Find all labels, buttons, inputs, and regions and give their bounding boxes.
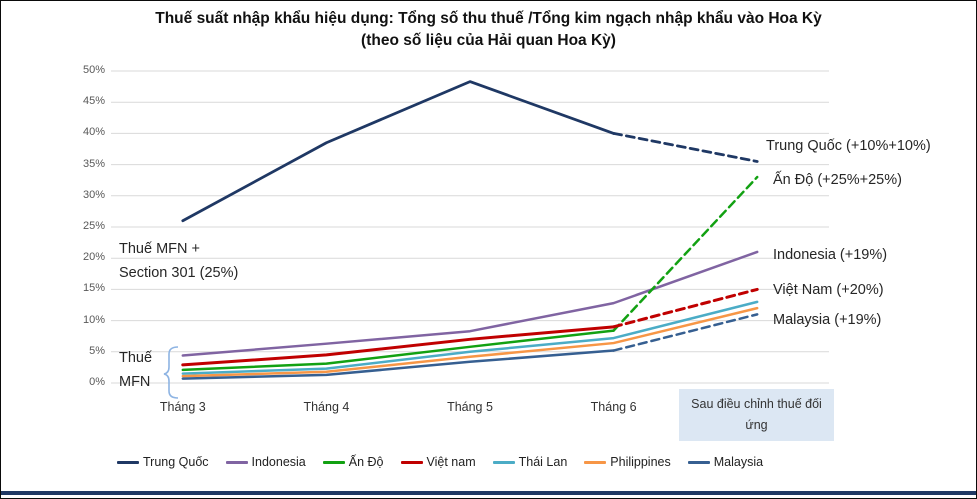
chart-title-line2: (theo số liệu của Hải quan Hoa Kỳ) xyxy=(361,32,616,49)
legend-item-Indonesia: Indonesia xyxy=(225,455,306,469)
legend-item-Malaysia: Malaysia xyxy=(687,455,764,469)
y-tick-label: 50% xyxy=(82,64,105,76)
legend-swatch xyxy=(492,460,515,464)
series-line-Trung Quốc xyxy=(181,80,615,223)
series-end-label: Trung Quốc (+10%+10%) xyxy=(766,137,931,154)
series-line-Indonesia xyxy=(181,250,759,357)
legend-swatch xyxy=(225,460,248,464)
x-category-label-4: Tháng 6 xyxy=(590,400,637,414)
gridlines xyxy=(111,70,829,384)
x-category-label-5: Sau điều chỉnh thuế đối ứng xyxy=(679,389,834,441)
legend-item-Việt nam: Việt nam xyxy=(400,455,476,469)
series-line-Malaysia xyxy=(181,349,615,380)
annotation-mfn-line2: MFN xyxy=(119,374,151,390)
annotation-mfn-section301-line2: Section 301 (25%) xyxy=(119,265,239,281)
mfn-brace-bracket xyxy=(163,346,179,399)
legend-label: Indonesia xyxy=(251,455,306,469)
legend-label: Philippines xyxy=(610,455,671,469)
y-tick-label: 5% xyxy=(89,344,105,357)
series-line-Ấn Độ-projected xyxy=(612,175,759,332)
series-end-label: Ấn Độ (+25%+25%) xyxy=(773,172,902,189)
y-tick-label: 0% xyxy=(89,376,105,388)
y-tick-label: 20% xyxy=(82,251,105,264)
series-end-label: Indonesia (+19%) xyxy=(773,246,888,263)
annotation-mfn-section301-line1: Thuế MFN + xyxy=(119,241,200,257)
legend-swatch xyxy=(584,460,607,464)
y-tick-label: 25% xyxy=(82,220,105,232)
legend-swatch xyxy=(117,460,139,464)
slide-footer-bar xyxy=(1,491,976,495)
legend-item-Philippines: Philippines xyxy=(584,455,671,469)
series-line-Việt nam-projected xyxy=(612,287,759,329)
series-line-Việt nam xyxy=(181,325,616,367)
legend-swatch xyxy=(322,460,345,464)
annotation-mfn-line1: Thuế xyxy=(119,350,153,366)
legend-label: Ấn Độ xyxy=(348,455,384,469)
y-tick-label: 30% xyxy=(82,188,105,201)
x-category-label-3: Tháng 5 xyxy=(447,400,493,414)
legend-item-Ấn Độ: Ấn Độ xyxy=(322,455,384,469)
series-end-label: Việt Nam (+20%) xyxy=(773,281,884,298)
series-line-Malaysia-projected xyxy=(612,313,759,352)
legend-label: Malaysia xyxy=(713,455,764,469)
series-line-Ấn Độ xyxy=(181,329,615,372)
y-tick-label: 35% xyxy=(82,157,105,170)
series-end-label: Malaysia (+19%) xyxy=(773,311,882,328)
legend-label: Thái Lan xyxy=(518,455,568,469)
y-tick-label: 15% xyxy=(82,282,105,295)
series-line-Philippines xyxy=(181,306,759,378)
legend-item-Thái Lan: Thái Lan xyxy=(492,455,568,469)
y-tick-label: 10% xyxy=(82,313,105,326)
annotation-mfn-section301: Thuế MFN + Section 301 (25%) xyxy=(119,237,238,285)
x-category-label-1: Tháng 3 xyxy=(159,400,206,414)
annotation-mfn: Thuế MFN xyxy=(119,346,152,394)
series-line-Thái Lan xyxy=(181,300,759,375)
legend-label: Trung Quốc xyxy=(143,455,209,469)
series-line-Trung Quốc-projected xyxy=(612,131,759,163)
chart-legend: Trung Quốc Indonesia Ấn Độ Việt nam Thái Lan… xyxy=(117,455,763,469)
legend-swatch xyxy=(400,460,423,464)
chart-title-line1: Thuế suất nhập khẩu hiệu dụng: Tổng số t… xyxy=(155,10,822,27)
legend-swatch xyxy=(687,460,710,464)
y-tick-label: 40% xyxy=(82,126,105,139)
x-category-label-2: Tháng 4 xyxy=(303,400,350,414)
y-tick-label: 45% xyxy=(82,95,105,108)
legend-item-Trung Quốc: Trung Quốc xyxy=(117,455,209,469)
series-lines xyxy=(181,80,759,380)
legend-label: Việt nam xyxy=(426,455,476,469)
